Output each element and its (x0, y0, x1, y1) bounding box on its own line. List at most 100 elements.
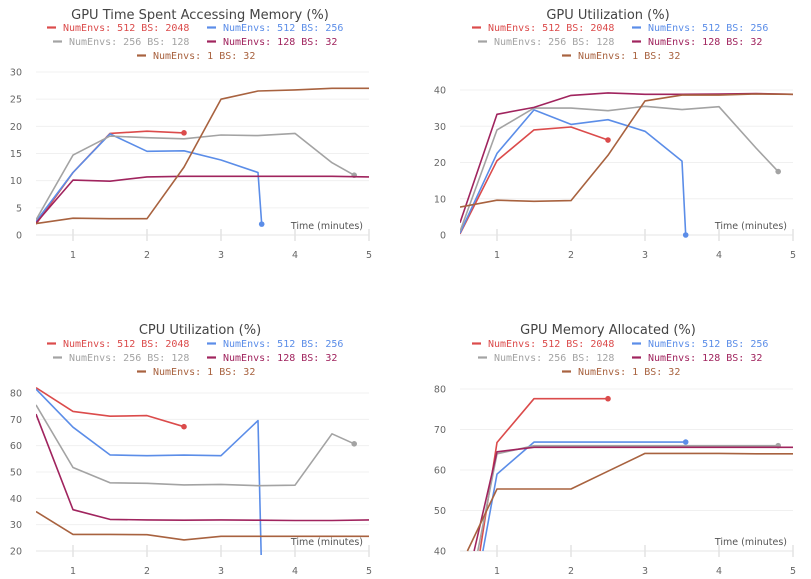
series-line[interactable] (36, 132, 355, 221)
legend-label: NumEnvs: 256 BS: 128 (494, 37, 614, 48)
chart-2: GPU Utilization (%)NumEnvs: 512 BS: 2048… (434, 8, 796, 261)
plot-area (460, 92, 794, 238)
y-tick-label: 50 (10, 468, 22, 479)
legend-label: NumEnvs: 256 BS: 128 (494, 353, 614, 364)
legend-item[interactable]: NumEnvs: 512 BS: 256 (207, 23, 343, 34)
series-line[interactable] (460, 126, 609, 235)
legend-item[interactable]: NumEnvs: 512 BS: 2048 (472, 339, 614, 350)
x-tick-label: 3 (642, 250, 648, 261)
series-end-point (682, 232, 689, 238)
series-line[interactable] (36, 133, 263, 225)
series-line[interactable] (460, 109, 687, 236)
legend-item[interactable]: NumEnvs: 128 BS: 32 (207, 37, 337, 48)
legend-label: NumEnvs: 128 BS: 32 (223, 37, 337, 48)
series-line[interactable] (36, 413, 370, 522)
series-line[interactable] (36, 404, 355, 487)
x-tick-label: 5 (366, 566, 372, 577)
series-line[interactable] (36, 130, 185, 225)
legend-item[interactable]: NumEnvs: 1 BS: 32 (562, 367, 680, 378)
series-line[interactable] (36, 510, 369, 541)
chart-3: CPU Utilization (%)NumEnvs: 512 BS: 2048… (10, 323, 372, 579)
x-tick-label: 1 (494, 250, 500, 261)
y-tick-label: 40 (434, 547, 446, 558)
legend-label: NumEnvs: 512 BS: 2048 (63, 23, 189, 34)
x-tick-label: 4 (292, 250, 298, 261)
plot-area (466, 395, 793, 552)
legend-item[interactable]: NumEnvs: 512 BS: 256 (632, 23, 768, 34)
legend-label: NumEnvs: 512 BS: 256 (223, 23, 343, 34)
legend-item[interactable]: NumEnvs: 128 BS: 32 (207, 353, 337, 364)
chart-title: GPU Utilization (%) (546, 8, 669, 23)
x-tick-label: 5 (790, 250, 796, 261)
legend-label: NumEnvs: 512 BS: 256 (223, 339, 343, 350)
legend-item[interactable]: NumEnvs: 128 BS: 32 (632, 37, 762, 48)
legend-item[interactable]: NumEnvs: 512 BS: 256 (207, 339, 343, 350)
legend-item[interactable]: NumEnvs: 512 BS: 2048 (472, 23, 614, 34)
chart-title: GPU Memory Allocated (%) (520, 323, 696, 338)
legend-label: NumEnvs: 512 BS: 256 (648, 339, 768, 350)
x-axis-label: Time (minutes) (714, 537, 787, 548)
x-tick-label: 4 (292, 566, 298, 577)
series-line[interactable] (36, 388, 262, 577)
series-end-point (682, 439, 689, 445)
y-tick-label: 0 (440, 231, 446, 242)
legend-label: NumEnvs: 128 BS: 32 (223, 353, 337, 364)
x-axis-label: Time (minutes) (290, 221, 363, 232)
plot-area (36, 87, 370, 227)
legend-item[interactable]: NumEnvs: 128 BS: 32 (632, 353, 762, 364)
x-tick-label: 5 (790, 566, 796, 577)
series-end-point (605, 395, 611, 402)
x-tick-label: 1 (70, 566, 76, 577)
series-line[interactable] (36, 387, 185, 428)
legend-item[interactable]: NumEnvs: 256 BS: 128 (478, 37, 614, 48)
chart-4: GPU Memory Allocated (%)NumEnvs: 512 BS:… (434, 323, 796, 577)
y-tick-label: 60 (10, 441, 22, 452)
legend-item[interactable]: NumEnvs: 1 BS: 32 (562, 51, 680, 62)
legend-label: NumEnvs: 1 BS: 32 (153, 51, 255, 62)
legend-label: NumEnvs: 512 BS: 256 (648, 23, 768, 34)
legend-item[interactable]: NumEnvs: 1 BS: 32 (137, 51, 255, 62)
series-line[interactable] (466, 452, 793, 552)
series-line[interactable] (460, 105, 779, 232)
legend-item[interactable]: NumEnvs: 256 BS: 128 (53, 37, 189, 48)
legend-label: NumEnvs: 1 BS: 32 (153, 367, 255, 378)
series-line[interactable] (482, 441, 686, 552)
series-end-point (181, 130, 187, 136)
legend-label: NumEnvs: 256 BS: 128 (69, 353, 189, 364)
legend-label: NumEnvs: 128 BS: 32 (648, 353, 762, 364)
y-tick-label: 70 (434, 425, 446, 436)
chart-title: GPU Time Spent Accessing Memory (%) (71, 8, 329, 23)
x-axis-label: Time (minutes) (290, 537, 363, 548)
y-tick-label: 80 (10, 389, 22, 400)
legend-item[interactable]: NumEnvs: 512 BS: 2048 (47, 339, 189, 350)
series-end-point (351, 441, 358, 447)
series-end-point (259, 575, 265, 579)
x-tick-label: 1 (494, 566, 500, 577)
x-tick-label: 3 (642, 566, 648, 577)
y-tick-label: 5 (16, 203, 22, 214)
series-line[interactable] (479, 397, 608, 552)
series-end-point (775, 168, 781, 175)
x-tick-label: 4 (716, 250, 722, 261)
x-tick-label: 4 (716, 566, 722, 577)
y-tick-label: 40 (10, 494, 22, 505)
legend-item[interactable]: NumEnvs: 512 BS: 256 (632, 339, 768, 350)
legend-item[interactable]: NumEnvs: 1 BS: 32 (137, 367, 255, 378)
series-line[interactable] (473, 446, 793, 552)
series-line[interactable] (460, 93, 794, 208)
legend-item[interactable]: NumEnvs: 512 BS: 2048 (47, 23, 189, 34)
legend-label: NumEnvs: 1 BS: 32 (578, 367, 680, 378)
series-line[interactable] (36, 175, 370, 224)
legend-item[interactable]: NumEnvs: 256 BS: 128 (478, 353, 614, 364)
x-tick-label: 3 (218, 566, 224, 577)
y-tick-label: 25 (10, 95, 22, 106)
series-line[interactable] (460, 92, 794, 223)
plot-area (36, 387, 370, 579)
x-tick-label: 2 (568, 566, 574, 577)
x-tick-label: 2 (144, 566, 150, 577)
y-tick-label: 60 (434, 466, 446, 477)
chart-title: CPU Utilization (%) (139, 323, 261, 338)
legend-item[interactable]: NumEnvs: 256 BS: 128 (53, 353, 189, 364)
series-line[interactable] (36, 87, 369, 225)
